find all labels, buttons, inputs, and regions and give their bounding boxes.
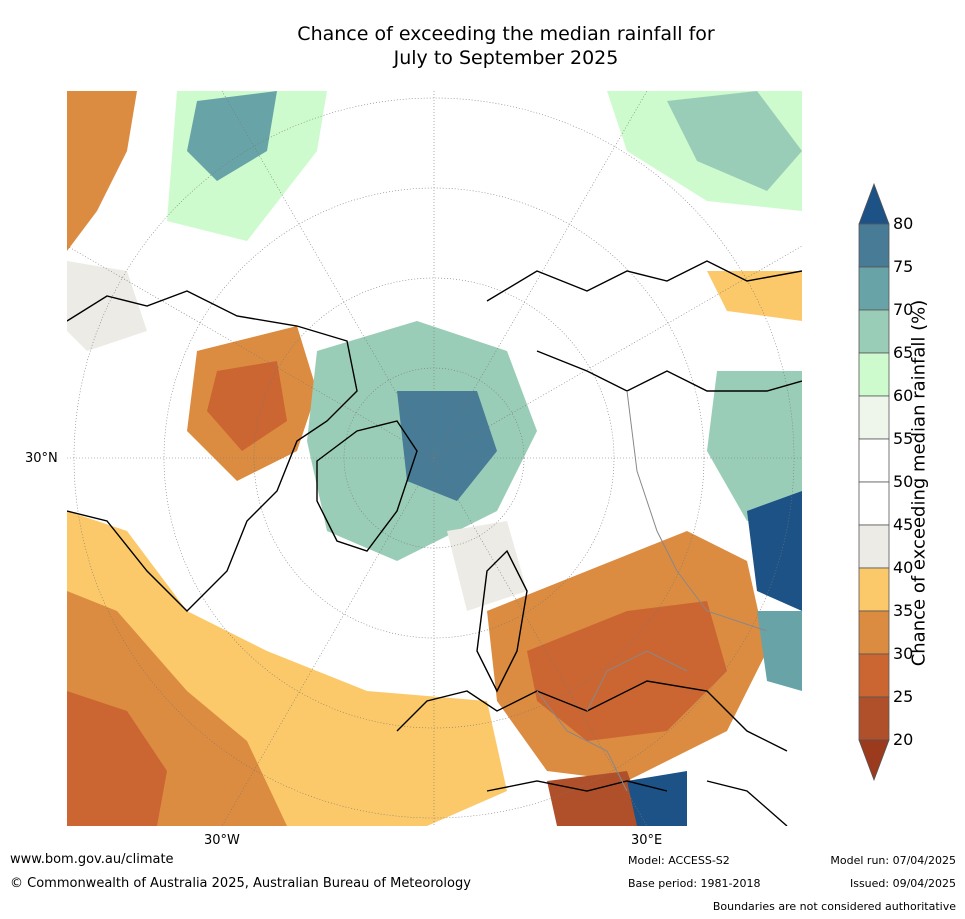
wet-field-south-asia (757, 611, 802, 691)
dry-field-pacific-core (67, 691, 167, 826)
dry-field-europe-core (527, 601, 727, 741)
coastline-mediterranean (486, 780, 668, 792)
coastlines (67, 260, 802, 826)
colorbar-title: Chance of exceeding median rainfall (%) (908, 299, 930, 667)
colorbar-tick-label: 20 (893, 730, 914, 749)
wet-field-east-asia (747, 491, 802, 611)
colorbar-bin (858, 524, 890, 569)
colorbar-tick-label: 25 (893, 687, 914, 706)
neutral-field-1 (67, 261, 147, 351)
wet-field-siberia-core (667, 91, 802, 191)
country-borders (536, 390, 768, 792)
coastline-arabia (706, 780, 788, 826)
model-name: Model: ACCESS-S2 (628, 854, 730, 867)
coastline-greenland (316, 420, 418, 552)
colorbar-tick-label: 50 (893, 472, 914, 491)
issued-date: Issued: 09/04/2025 (849, 877, 956, 890)
colorbar-tick-label: 35 (893, 601, 914, 620)
colorbar-tick-label: 80 (893, 214, 914, 233)
map-title: Chance of exceeding the median rainfall … (0, 22, 965, 70)
colorbar-tick-label: 75 (893, 257, 914, 276)
neutral-field-2 (447, 521, 527, 611)
colorbar-bin (858, 567, 890, 612)
title-line-2: July to September 2025 (393, 47, 619, 69)
colorbar-bin (858, 653, 890, 698)
coastline-scandinavia (476, 549, 528, 693)
colorbar-extend-high (858, 182, 890, 225)
wet-field-arctic-core (397, 391, 497, 501)
colorbar-tick-label: 45 (893, 515, 914, 534)
wet-field-north-pacific-core (187, 91, 277, 181)
latitude-label: 30°N (25, 451, 58, 466)
graticule (67, 91, 802, 826)
dry-field-west-pacific (67, 91, 137, 251)
dry-field-atlantic (367, 691, 507, 826)
colorbar-bin (858, 309, 890, 354)
coastline-north-america (67, 290, 358, 612)
base-period: Base period: 1981-2018 (628, 877, 761, 890)
colorbar-bin (858, 352, 890, 397)
colorbar-tick-label: 55 (893, 429, 914, 448)
wet-field-central-asia (707, 371, 802, 521)
boundary-disclaimer: Boundaries are not considered authoritat… (712, 900, 956, 913)
colorbar-segments (858, 182, 890, 782)
dry-field-north-america-core (207, 361, 287, 451)
colorbar-tick-label: 40 (893, 558, 914, 577)
model-run-date: Model run: 07/04/2025 (830, 854, 956, 867)
coastline-europe (396, 680, 788, 752)
border-europe-1 (536, 690, 628, 792)
map-canvas (67, 91, 802, 826)
dry-field-africa (547, 771, 647, 826)
dry-field-asia (707, 271, 802, 321)
title-line-1: Chance of exceeding the median rainfall … (297, 23, 715, 45)
colorbar-bin (858, 223, 890, 268)
border-russia (626, 390, 768, 632)
colorbar-bin (858, 610, 890, 655)
colorbar-tick-label: 65 (893, 343, 914, 362)
colorbar-bin (858, 481, 890, 526)
colorbar-tick-label: 70 (893, 300, 914, 319)
colorbar-bin (858, 266, 890, 311)
colorbar-bin (858, 395, 890, 440)
colorbar-bin (858, 696, 890, 741)
rainfall-probability-map (67, 91, 802, 826)
longitude-label-east: 30°E (631, 833, 663, 848)
colorbar-extend-low (858, 739, 890, 782)
coastline-eurasia-north (486, 260, 802, 302)
longitude-label-west: 30°W (204, 833, 240, 848)
wet-field-africa (627, 771, 687, 826)
website-link[interactable]: www.bom.gov.au/climate (10, 852, 174, 867)
coastline-siberia (536, 350, 802, 392)
colorbar-bin (858, 438, 890, 483)
colorbar-tick-label: 60 (893, 386, 914, 405)
colorbar (858, 182, 890, 782)
colorbar-tick-label: 30 (893, 644, 914, 663)
copyright-notice: © Commonwealth of Australia 2025, Austra… (10, 876, 471, 891)
border-europe-2 (586, 650, 688, 712)
probability-fields (67, 91, 802, 826)
